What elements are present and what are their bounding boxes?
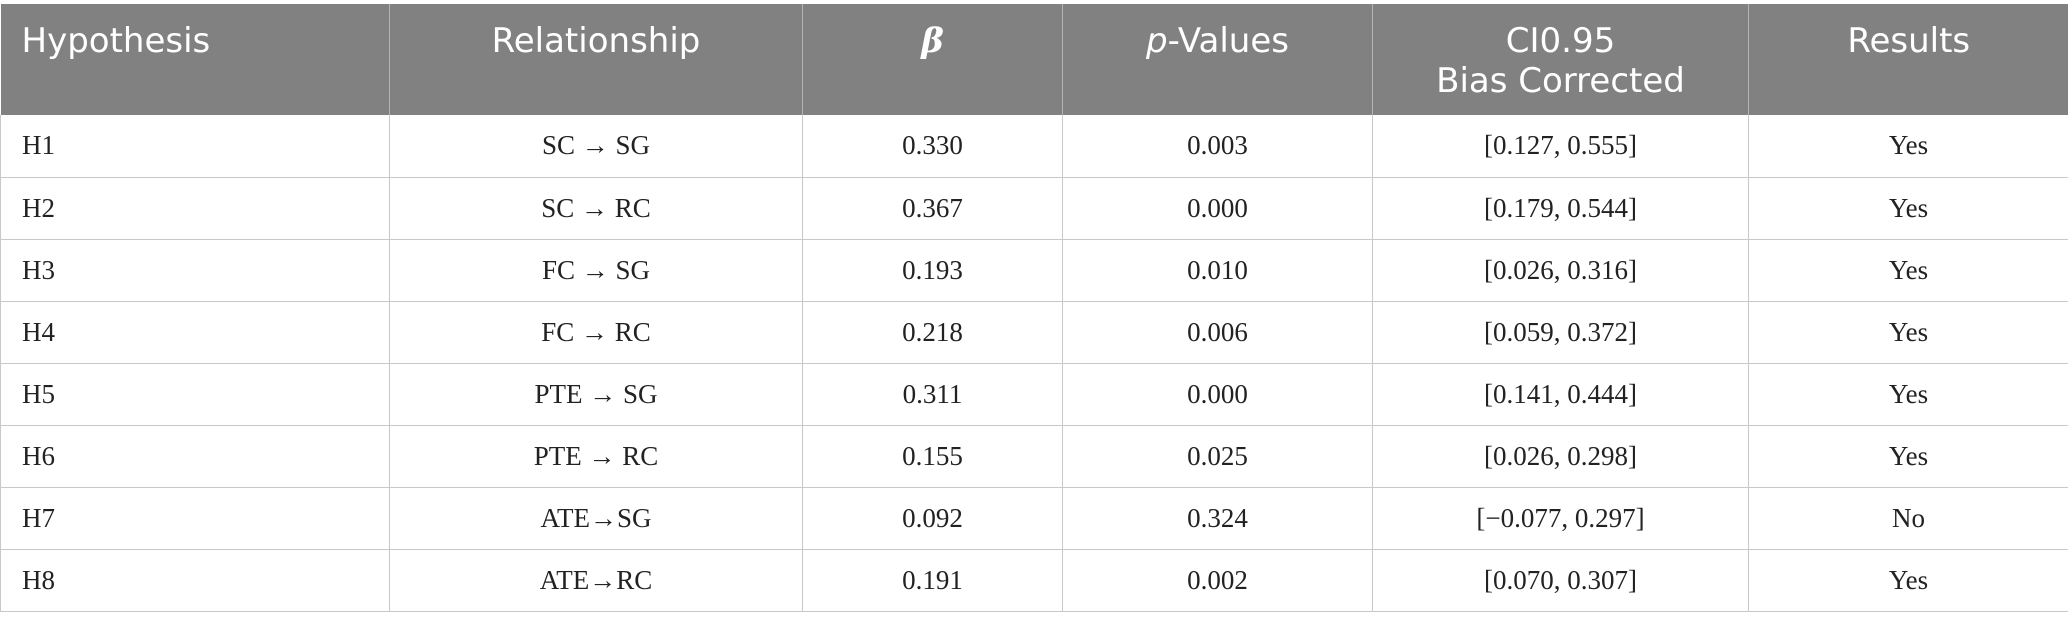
header-results: Results (1748, 4, 2068, 115)
cell-relationship: FC → SG (389, 239, 803, 302)
table-row: H4 FC → RC 0.218 0.006 [0.059, 0.372] Yes (0, 301, 2068, 364)
cell-p-value: 0.324 (1062, 487, 1373, 550)
header-p-values: p-Values (1062, 4, 1373, 115)
cell-result: No (1748, 487, 2068, 550)
header-beta: β (802, 4, 1063, 115)
header-row: Hypothesis Relationship β p-Values CI0.9… (0, 4, 2068, 115)
cell-beta: 0.193 (802, 239, 1063, 302)
p-letter: p (1146, 21, 1168, 61)
cell-hypothesis: H2 (0, 177, 390, 240)
cell-beta: 0.191 (802, 549, 1063, 612)
cell-ci: [0.026, 0.298] (1372, 425, 1749, 488)
table-header: Hypothesis Relationship β p-Values CI0.9… (0, 4, 2068, 115)
cell-beta: 0.155 (802, 425, 1063, 488)
header-ci-line1: CI0.95 (1505, 21, 1616, 61)
cell-beta: 0.367 (802, 177, 1063, 240)
cell-result: Yes (1748, 177, 2068, 240)
table-row: H7 ATE→SG 0.092 0.324 [−0.077, 0.297] No (0, 487, 2068, 550)
table-row: H1 SC → SG 0.330 0.003 [0.127, 0.555] Yes (0, 115, 2068, 178)
table-row: H6 PTE → RC 0.155 0.025 [0.026, 0.298] Yes (0, 425, 2068, 488)
cell-ci: [0.026, 0.316] (1372, 239, 1749, 302)
cell-relationship: PTE → RC (389, 425, 803, 488)
p-values-suffix: -Values (1167, 21, 1289, 61)
cell-hypothesis: H5 (0, 363, 390, 426)
cell-hypothesis: H3 (0, 239, 390, 302)
header-relationship: Relationship (389, 4, 803, 115)
cell-beta: 0.218 (802, 301, 1063, 364)
cell-ci: [0.141, 0.444] (1372, 363, 1749, 426)
cell-result: Yes (1748, 425, 2068, 488)
cell-relationship: SC → SG (389, 115, 803, 178)
cell-relationship: FC → RC (389, 301, 803, 364)
cell-relationship: ATE→SG (389, 487, 803, 550)
cell-beta: 0.330 (802, 115, 1063, 178)
header-ci-line2: Bias Corrected (1436, 61, 1685, 101)
table-row: H2 SC → RC 0.367 0.000 [0.179, 0.544] Yes (0, 177, 2068, 240)
cell-ci: [0.059, 0.372] (1372, 301, 1749, 364)
cell-hypothesis: H1 (0, 115, 390, 178)
hypothesis-results-table: Hypothesis Relationship β p-Values CI0.9… (0, 4, 2068, 612)
cell-p-value: 0.000 (1062, 363, 1373, 426)
cell-p-value: 0.006 (1062, 301, 1373, 364)
cell-result: Yes (1748, 549, 2068, 612)
cell-ci: [0.179, 0.544] (1372, 177, 1749, 240)
cell-relationship: PTE → SG (389, 363, 803, 426)
cell-ci: [−0.077, 0.297] (1372, 487, 1749, 550)
cell-result: Yes (1748, 239, 2068, 302)
cell-result: Yes (1748, 363, 2068, 426)
beta-symbol: β (921, 21, 944, 61)
table-row: H5 PTE → SG 0.311 0.000 [0.141, 0.444] Yes (0, 363, 2068, 426)
cell-hypothesis: H6 (0, 425, 390, 488)
cell-hypothesis: H8 (0, 549, 390, 612)
table-row: H8 ATE→RC 0.191 0.002 [0.070, 0.307] Yes (0, 549, 2068, 612)
cell-ci: [0.127, 0.555] (1372, 115, 1749, 178)
cell-ci: [0.070, 0.307] (1372, 549, 1749, 612)
cell-hypothesis: H7 (0, 487, 390, 550)
cell-beta: 0.092 (802, 487, 1063, 550)
cell-p-value: 0.002 (1062, 549, 1373, 612)
header-ci: CI0.95 Bias Corrected (1372, 4, 1749, 115)
cell-p-value: 0.003 (1062, 115, 1373, 178)
cell-result: Yes (1748, 301, 2068, 364)
header-hypothesis: Hypothesis (0, 4, 390, 115)
cell-result: Yes (1748, 115, 2068, 178)
table-row: H3 FC → SG 0.193 0.010 [0.026, 0.316] Yes (0, 239, 2068, 302)
cell-p-value: 0.025 (1062, 425, 1373, 488)
cell-relationship: SC → RC (389, 177, 803, 240)
cell-hypothesis: H4 (0, 301, 390, 364)
table-body: H1 SC → SG 0.330 0.003 [0.127, 0.555] Yes H2 SC… (0, 115, 2068, 612)
cell-p-value: 0.010 (1062, 239, 1373, 302)
cell-p-value: 0.000 (1062, 177, 1373, 240)
cell-beta: 0.311 (802, 363, 1063, 426)
cell-relationship: ATE→RC (389, 549, 803, 612)
